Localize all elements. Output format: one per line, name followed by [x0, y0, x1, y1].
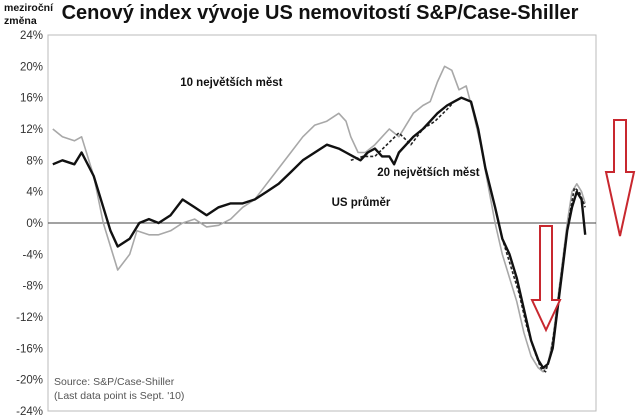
y-tick-label: 16%: [20, 93, 43, 105]
y-tick-label: -8%: [23, 281, 43, 293]
y-tick-label: 8%: [26, 155, 43, 167]
y-tick-label: -20%: [16, 375, 43, 387]
annotations: 10 největších měst 20 největších měst US p…: [180, 77, 480, 209]
series-annotation-3: US průměr: [332, 197, 391, 209]
series-annotation-2: 20 největších měst: [377, 167, 479, 179]
y-axis-label: meziroční změna: [4, 2, 54, 27]
y-tick-label: 12%: [20, 124, 43, 136]
y-tick-label: -12%: [16, 312, 43, 324]
y-tick-label: 4%: [26, 187, 43, 199]
series-annotation-1: 10 největších měst: [180, 77, 282, 89]
y-tick-label: -24%: [16, 406, 43, 418]
source-line-2: (Last data point is Sept. '10): [54, 390, 184, 402]
y-ticks: 24% 20% 16% 12% 8% 4% 0% -4% -8% -12% -16% -20% -24%: [16, 30, 43, 418]
source-line-1: Source: S&P/Case-Shiller: [54, 376, 175, 388]
y-tick-label: 20%: [20, 61, 43, 73]
down-arrow-icon: [530, 225, 562, 333]
y-tick-label: -4%: [23, 249, 43, 261]
series-line-1: [52, 65, 586, 373]
y-tick-label: 0%: [26, 218, 43, 230]
y-tick-label: -16%: [16, 343, 43, 355]
series-group: [52, 65, 587, 373]
down-arrow-icon: [604, 119, 636, 237]
chart-title: Cenový index vývoje US nemovitostí S&P/C…: [61, 2, 579, 24]
y-tick-label: 24%: [20, 30, 43, 42]
series-line-3: [52, 96, 587, 370]
